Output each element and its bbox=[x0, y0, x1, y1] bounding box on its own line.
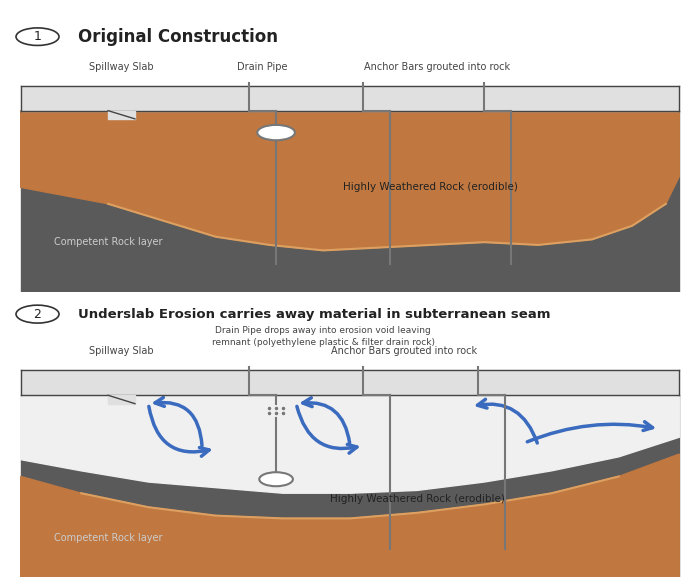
Polygon shape bbox=[21, 395, 679, 577]
Text: Competent Rock layer: Competent Rock layer bbox=[55, 237, 163, 247]
Text: Drain Pipe: Drain Pipe bbox=[237, 62, 288, 72]
Polygon shape bbox=[21, 111, 679, 292]
Polygon shape bbox=[108, 111, 135, 119]
Polygon shape bbox=[21, 370, 679, 395]
Text: Spillway Slab: Spillway Slab bbox=[89, 346, 154, 356]
Polygon shape bbox=[108, 395, 135, 403]
Text: Underslab Erosion carries away material in subterranean seam: Underslab Erosion carries away material … bbox=[78, 308, 550, 321]
Text: Anchor Bars grouted into rock: Anchor Bars grouted into rock bbox=[330, 346, 477, 356]
Circle shape bbox=[259, 472, 293, 486]
Text: Anchor Bars grouted into rock: Anchor Bars grouted into rock bbox=[364, 62, 510, 72]
Text: Spillway Slab: Spillway Slab bbox=[89, 62, 154, 72]
Text: 2: 2 bbox=[34, 308, 41, 321]
Text: 1: 1 bbox=[34, 30, 41, 43]
Polygon shape bbox=[21, 454, 679, 577]
Text: Highly Weathered Rock (erodible): Highly Weathered Rock (erodible) bbox=[343, 182, 518, 192]
Text: Drain Pipe drops away into erosion void leaving
remnant (polyethylene plastic & : Drain Pipe drops away into erosion void … bbox=[211, 326, 435, 347]
Text: Original Construction: Original Construction bbox=[78, 27, 278, 45]
Circle shape bbox=[16, 28, 59, 45]
Text: Highly Weathered Rock (erodible): Highly Weathered Rock (erodible) bbox=[330, 494, 505, 504]
Polygon shape bbox=[21, 111, 679, 251]
Circle shape bbox=[258, 125, 295, 141]
Polygon shape bbox=[21, 86, 679, 111]
Text: Competent Rock layer: Competent Rock layer bbox=[55, 533, 163, 543]
Polygon shape bbox=[21, 395, 679, 493]
Circle shape bbox=[16, 305, 59, 323]
